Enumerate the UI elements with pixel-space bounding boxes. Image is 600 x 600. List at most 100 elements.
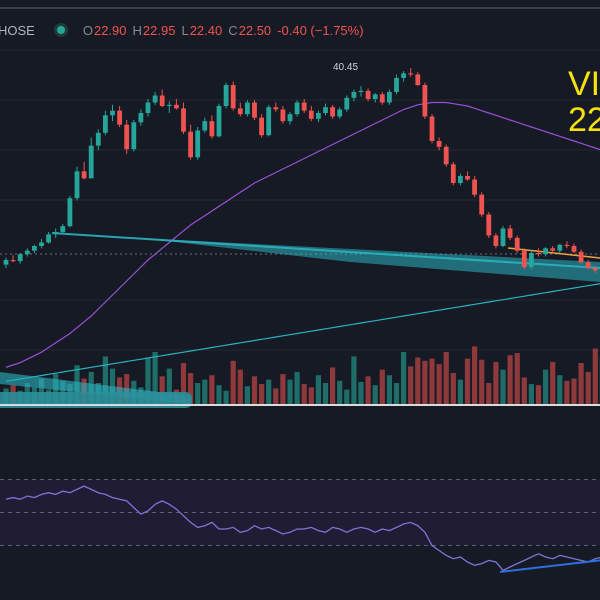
candle-body	[394, 78, 399, 92]
open-key: O	[82, 22, 93, 38]
volume-bar	[592, 348, 598, 404]
close-value: 22.50	[238, 22, 272, 38]
volume-bar	[443, 351, 449, 404]
candle-body	[301, 102, 307, 111]
candle-body	[17, 254, 23, 262]
high-key: H	[132, 22, 142, 38]
volume-bar	[472, 346, 478, 404]
candle-body	[124, 124, 130, 150]
market-status-icon[interactable]	[56, 26, 65, 34]
volume-bar	[195, 382, 201, 404]
volume-bar	[351, 356, 357, 404]
volume-bar	[457, 379, 463, 404]
volume-bar	[535, 385, 542, 404]
candle-body	[443, 146, 449, 165]
candle-body	[245, 102, 250, 115]
close-key: C	[228, 22, 238, 38]
candle-body	[308, 110, 314, 119]
candle-body	[138, 113, 144, 123]
candle-body	[330, 107, 335, 117]
candle-body	[230, 85, 236, 109]
volume-bar	[365, 376, 371, 404]
candle-body	[372, 94, 378, 99]
candle-body	[365, 90, 371, 99]
volume-bar	[557, 375, 563, 404]
candle-body	[401, 73, 406, 78]
trendline-band	[140, 238, 600, 282]
volume-bar	[521, 377, 527, 404]
candle-body	[209, 121, 215, 137]
volume-bar	[330, 367, 336, 404]
candle-body	[500, 228, 506, 246]
volume-bar	[408, 366, 414, 404]
volume-bar	[550, 361, 556, 404]
candle-body	[60, 226, 66, 232]
candle-body	[458, 176, 463, 183]
candle-body	[74, 171, 80, 199]
candle-body	[507, 228, 513, 238]
volume-bar	[259, 384, 265, 404]
volume-bar	[564, 380, 570, 404]
pane-separator[interactable]	[0, 404, 600, 406]
volume-bar	[585, 371, 591, 404]
volume-bar	[188, 373, 194, 404]
volume-bar	[301, 384, 307, 404]
candle-body	[294, 102, 300, 115]
volume-bar	[38, 378, 45, 404]
candle-body	[88, 145, 94, 179]
ticker-overlay-line2: 22	[568, 101, 600, 139]
volume-bar	[415, 357, 421, 404]
peak-price-label: 40.45	[333, 62, 359, 73]
candle-body	[145, 102, 151, 113]
low-key: L	[181, 22, 189, 38]
volume-bar	[486, 382, 492, 404]
volume-bar	[223, 390, 229, 404]
volume-bar	[429, 358, 435, 404]
candle-body	[287, 114, 293, 122]
candle-body	[529, 253, 534, 267]
candle-body	[571, 246, 577, 252]
volume-bar	[102, 356, 108, 404]
candle-body	[81, 171, 87, 179]
candle-body	[273, 107, 279, 110]
candle-body	[223, 85, 229, 106]
volume-bar	[230, 360, 236, 404]
candle-body	[514, 237, 520, 251]
candle-body	[465, 176, 470, 180]
exchange-label: HOSE	[0, 22, 35, 38]
candle-body	[117, 110, 122, 125]
volume-bar	[344, 389, 350, 404]
candle-body	[67, 198, 73, 227]
volume-bar	[578, 363, 584, 404]
candle-body	[379, 94, 385, 103]
candle-body	[585, 262, 591, 269]
support-line	[507, 247, 600, 259]
volume-bar	[543, 369, 549, 404]
candle-body	[351, 92, 357, 98]
candle-body	[174, 104, 179, 109]
volume-bar	[166, 368, 172, 404]
volume-bar	[464, 358, 471, 404]
ticker-overlay: VI 22	[568, 66, 600, 138]
volume-bar	[322, 382, 329, 404]
low-value: 22.40	[189, 22, 223, 38]
candle-body	[39, 242, 44, 246]
candle-body	[550, 248, 556, 251]
candle-body	[259, 117, 264, 136]
candle-body	[486, 214, 492, 236]
volume-bar	[358, 381, 364, 404]
open-value: 22.90	[93, 22, 127, 38]
candle-body	[408, 73, 414, 75]
candle-body	[188, 131, 193, 158]
volume-bar	[386, 375, 392, 404]
candle-body	[479, 194, 485, 215]
candle-body	[202, 121, 208, 131]
candle-body	[415, 74, 421, 85]
ticker-overlay-line1: VI	[568, 65, 600, 103]
volume-bar	[280, 374, 286, 404]
change-value: -0.40 (−1.75%)	[277, 22, 364, 38]
candle-body	[110, 110, 115, 116]
candle-body	[46, 234, 51, 243]
volume-bar	[202, 379, 208, 404]
